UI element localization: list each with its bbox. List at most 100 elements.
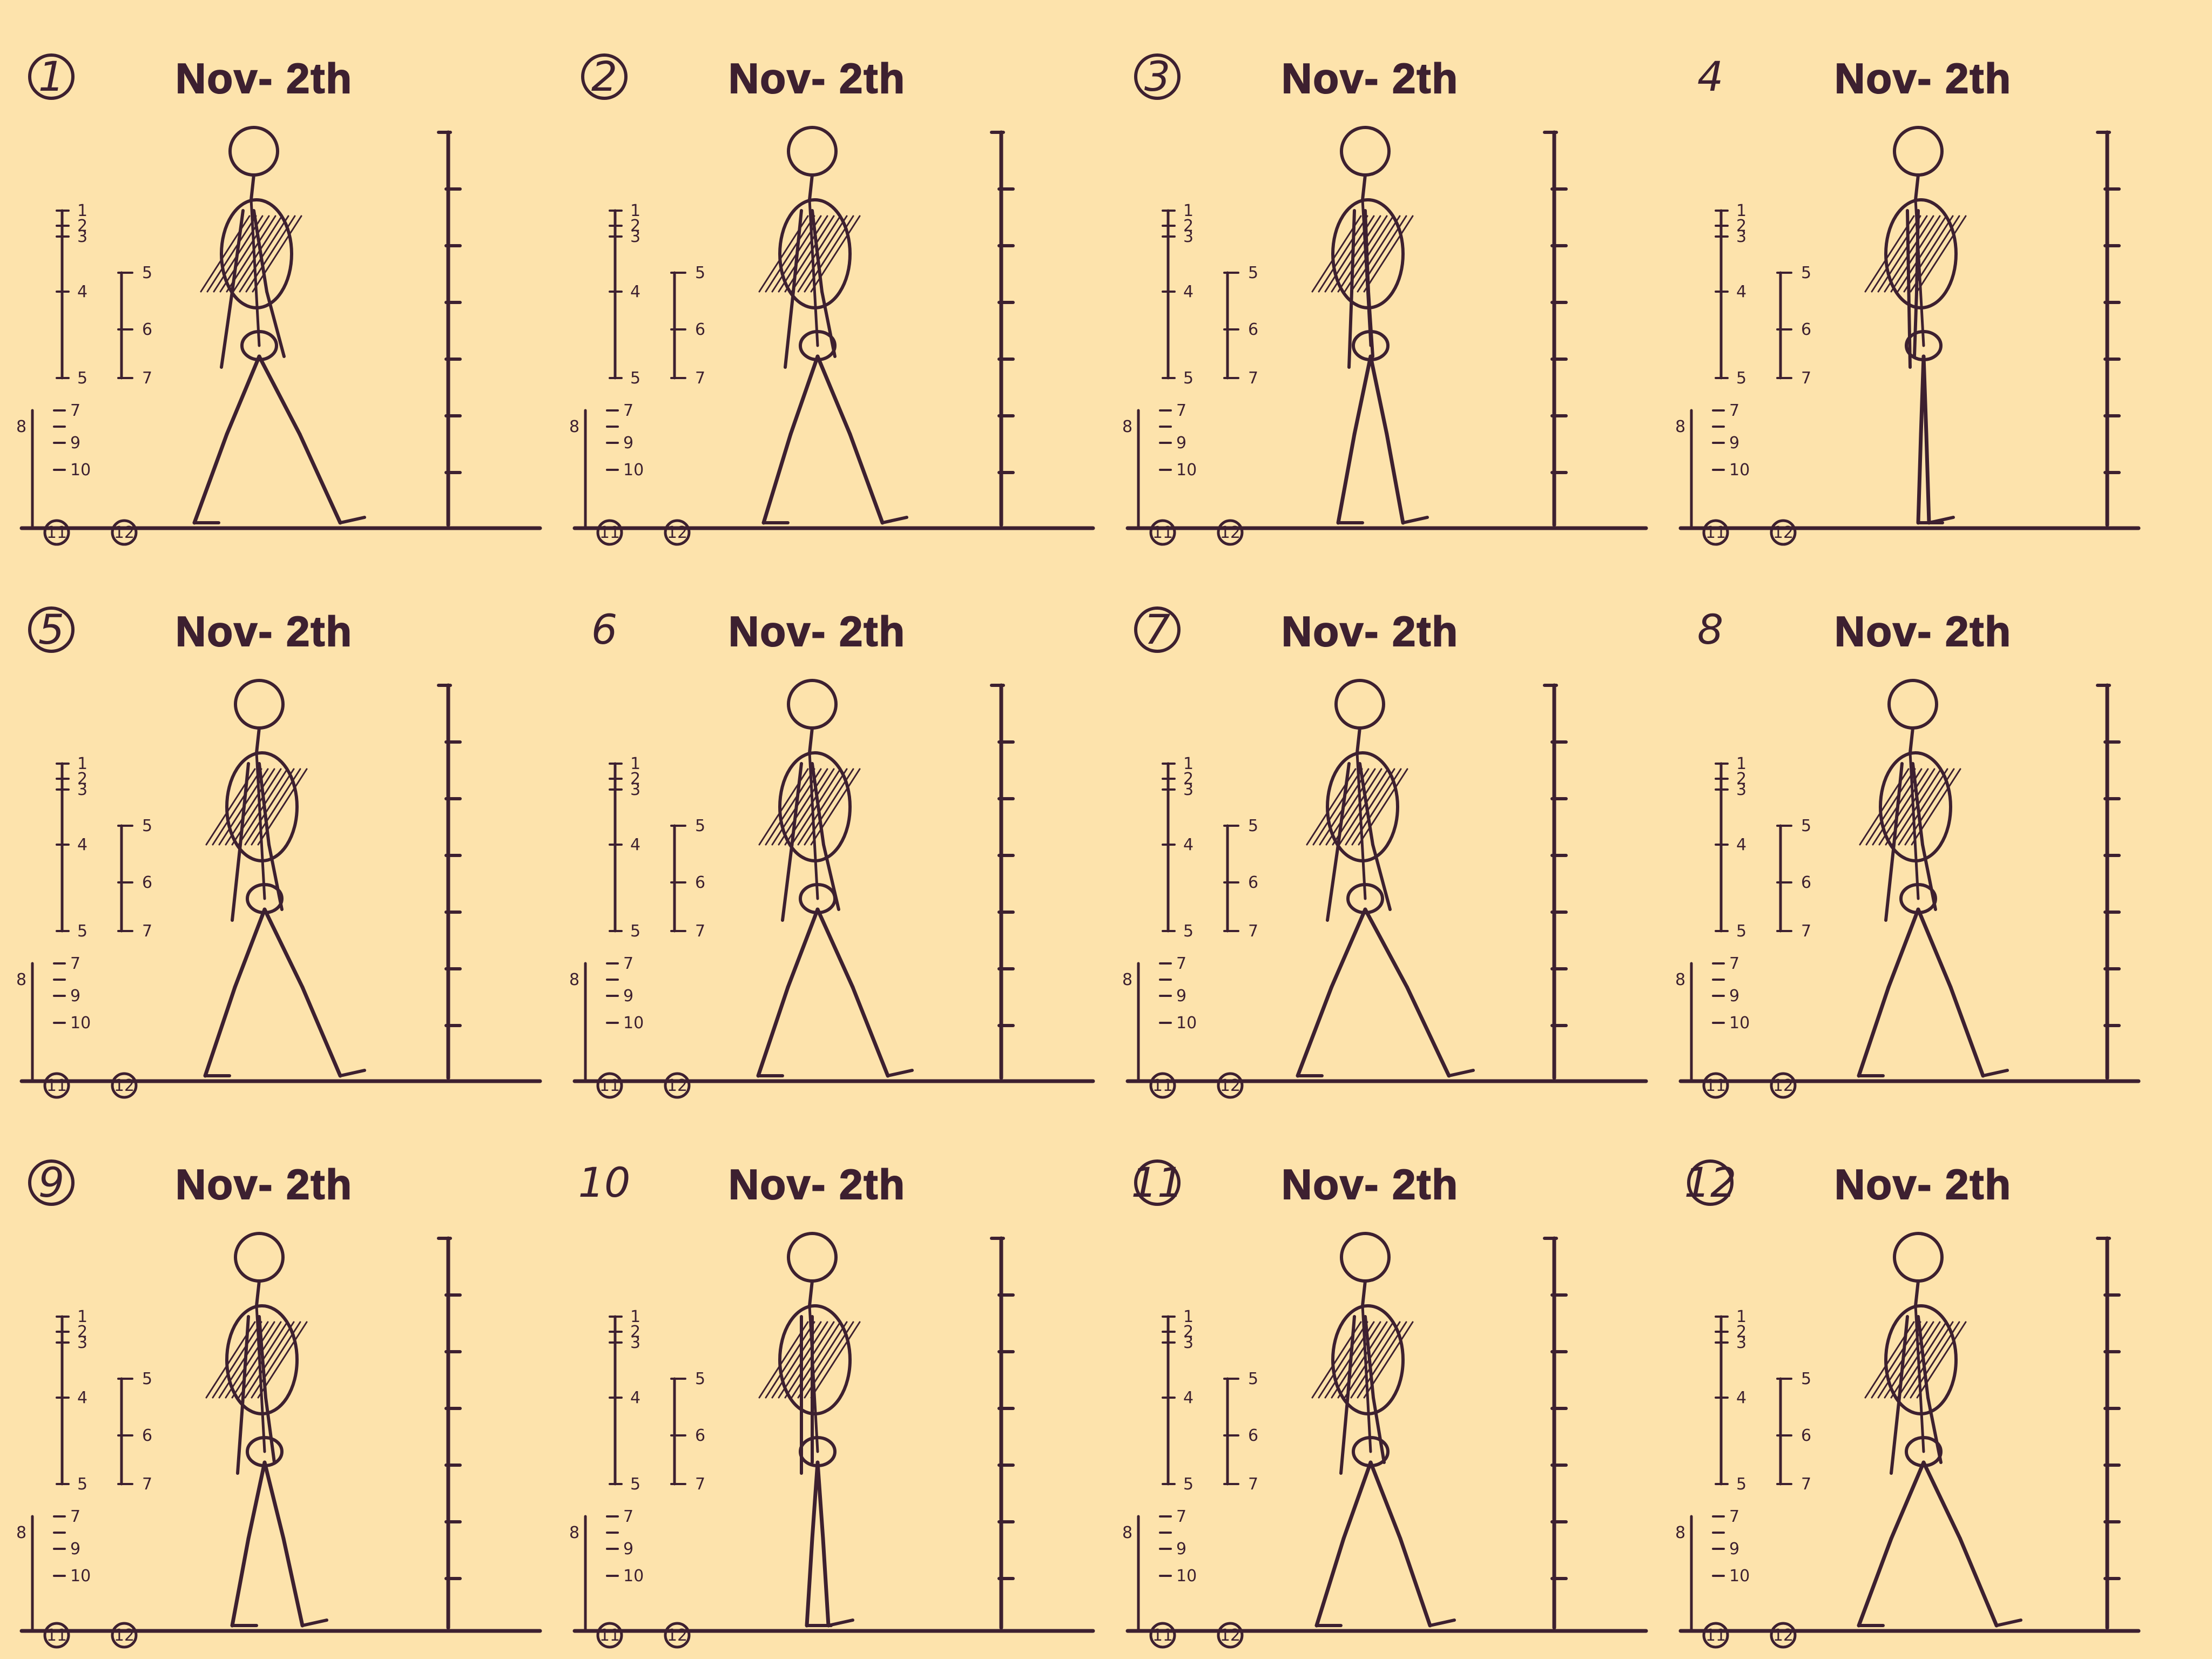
- date-label: Nov- 2th: [1835, 1161, 2012, 1208]
- height-mark-label: 7: [695, 922, 705, 941]
- thigh: [1886, 907, 1920, 989]
- height-mark-label: 12: [667, 523, 687, 542]
- neck: [1361, 173, 1367, 201]
- height-mark-label: 12: [1773, 1076, 1793, 1095]
- shin: [805, 1536, 814, 1628]
- height-mark-label: 7: [1248, 1475, 1258, 1494]
- thigh: [1921, 1460, 1962, 1541]
- height-mark-label: 2: [77, 217, 87, 235]
- thigh: [815, 354, 852, 436]
- thigh: [257, 354, 302, 436]
- upper-arm: [258, 1315, 267, 1399]
- height-mark-label: 7: [1248, 369, 1258, 388]
- spine: [255, 1304, 266, 1453]
- date-label: Nov- 2th: [176, 55, 353, 102]
- ribcage-hatch: [1337, 215, 1388, 293]
- height-mark-label: 5: [1801, 264, 1811, 282]
- upper-arm: [1364, 1315, 1375, 1399]
- neck: [249, 173, 255, 201]
- ground-mark-circle: [664, 1072, 691, 1099]
- height-mark-label: 1: [1736, 754, 1746, 773]
- thigh: [233, 907, 267, 989]
- shin: [192, 432, 229, 525]
- spine: [1361, 1304, 1372, 1453]
- skeleton-figure: [1864, 126, 1967, 525]
- ribcage-hatch: [1312, 768, 1363, 846]
- height-mark-label: 2: [630, 1323, 640, 1341]
- height-mark-label: 1: [630, 1307, 640, 1326]
- upper-arm: [1358, 762, 1374, 846]
- height-mark-label: 4: [77, 835, 87, 854]
- height-mark-label: 11: [599, 1626, 620, 1645]
- height-mark-label: 8: [1122, 970, 1132, 989]
- height-mark-label: 6: [142, 873, 152, 892]
- shin: [821, 1536, 831, 1628]
- height-mark-label: 2: [1183, 1323, 1193, 1341]
- frame-number: 9: [38, 1158, 64, 1206]
- ribcage-hatch: [206, 215, 257, 293]
- height-mark-label: 5: [77, 369, 87, 388]
- height-mark-label: 6: [695, 1426, 705, 1445]
- ground-mark-circle: [1770, 519, 1797, 546]
- thigh: [1889, 1460, 1926, 1541]
- height-mark-label: 7: [1176, 401, 1186, 420]
- height-mark-label: 2: [1736, 1323, 1746, 1341]
- ribcage-hatch: [1331, 1321, 1381, 1399]
- height-mark-label: 6: [1248, 873, 1258, 892]
- ground-mark-circle: [1149, 1622, 1176, 1649]
- height-mark-label: 10: [1729, 1014, 1750, 1033]
- skeleton-figure: [192, 126, 366, 525]
- height-mark-label: 7: [623, 401, 633, 420]
- ground-mark-circle: [1149, 519, 1176, 546]
- height-mark-label: 9: [70, 434, 80, 453]
- height-mark-label: 9: [70, 987, 80, 1006]
- ribcage-hatch: [1884, 1321, 1934, 1399]
- ribcage-hatch: [1318, 215, 1368, 293]
- ribcage-hatch: [1898, 768, 1948, 846]
- height-mark-label: 4: [630, 282, 640, 301]
- height-mark-label: 5: [1736, 1475, 1746, 1494]
- height-mark-label: 6: [142, 320, 152, 339]
- height-mark-label: 9: [70, 1540, 80, 1559]
- skeleton-figure: [1857, 1232, 2022, 1628]
- ground-mark-circle: [1770, 1072, 1797, 1099]
- height-mark-label: 9: [1729, 1540, 1739, 1559]
- ribcage-hatch: [1325, 768, 1376, 846]
- forearm: [1926, 1396, 1943, 1464]
- date-label: Nov- 2th: [1282, 608, 1459, 655]
- shin: [1296, 985, 1333, 1078]
- skull: [1887, 679, 1938, 730]
- height-mark-label: 1: [77, 201, 87, 220]
- height-mark-label: 11: [599, 1076, 620, 1095]
- height-mark-label: 10: [1729, 1567, 1750, 1586]
- height-mark-label: 11: [1152, 1626, 1173, 1645]
- shin: [1314, 1536, 1346, 1628]
- height-mark-label: 5: [1183, 1475, 1193, 1494]
- height-mark-label: 8: [569, 1523, 579, 1542]
- frame-number: 4: [1697, 52, 1723, 100]
- height-mark-label: 1: [77, 1307, 87, 1326]
- ground-mark-circle: [1702, 519, 1729, 546]
- upper-arm: [1346, 1315, 1356, 1399]
- skeleton-figure: [758, 126, 908, 525]
- skull: [234, 1232, 285, 1283]
- ground-mark-circle: [1770, 1622, 1797, 1649]
- height-mark-label: 6: [1801, 320, 1811, 339]
- height-mark-label: 3: [77, 227, 87, 246]
- thigh: [810, 1460, 820, 1541]
- foot: [339, 516, 366, 524]
- height-mark-label: 1: [1736, 201, 1746, 220]
- ground-mark-circle: [1702, 1622, 1729, 1649]
- shin: [203, 985, 237, 1078]
- upper-arm: [231, 209, 245, 293]
- height-mark-label: 5: [1736, 922, 1746, 941]
- ground-mark-circle: [596, 1072, 623, 1099]
- height-mark-label: 4: [77, 1388, 87, 1407]
- date-label: Nov- 2th: [1282, 55, 1459, 102]
- ribcage-hatch: [1338, 768, 1389, 846]
- foot: [301, 1618, 328, 1627]
